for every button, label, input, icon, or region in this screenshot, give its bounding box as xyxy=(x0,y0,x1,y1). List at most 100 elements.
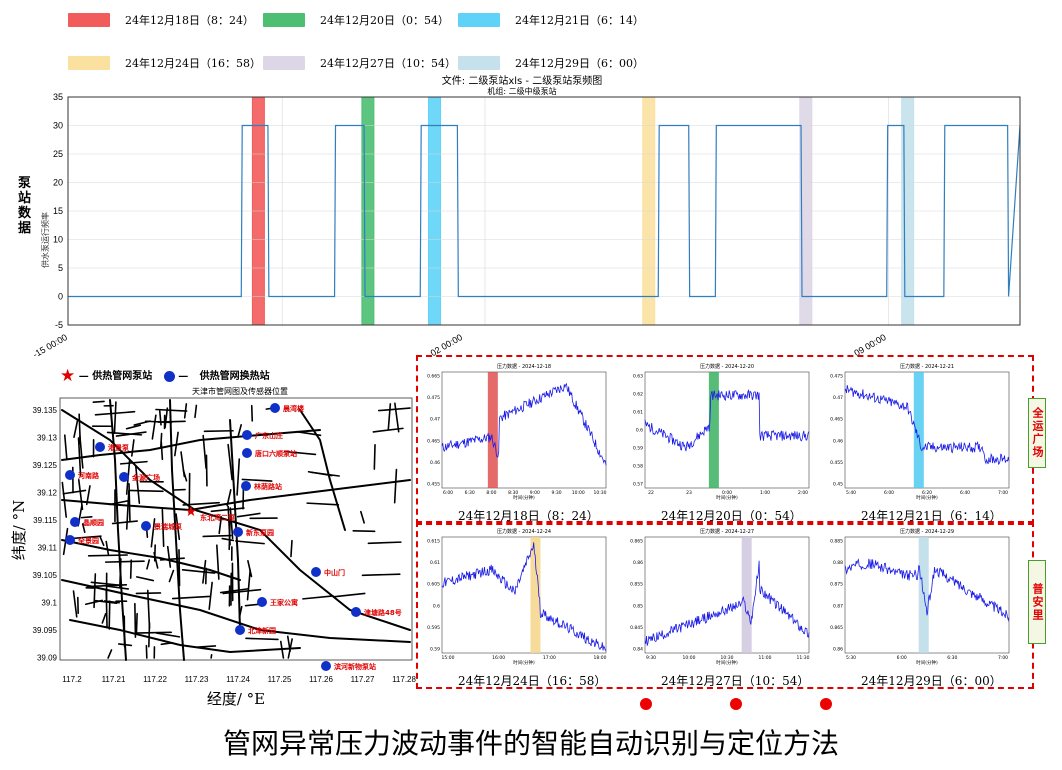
pressure-line xyxy=(844,558,1010,622)
thumbnail-caption: 24年12月24日（16：58） xyxy=(458,674,607,688)
pagination-dot xyxy=(640,698,652,710)
thumb-x-tick: 6:30 xyxy=(947,655,957,661)
pipe-segment xyxy=(182,501,220,506)
pipe-segment xyxy=(108,499,130,506)
legend-label: 24年12月20日（0：54） xyxy=(320,14,449,27)
pipe-segment xyxy=(164,407,169,429)
y-tick-label: 10 xyxy=(53,235,63,245)
station-marker xyxy=(141,521,151,531)
pressure-line xyxy=(441,542,607,651)
pipe-segment xyxy=(111,520,138,525)
thumb-y-tick: 0.86 xyxy=(633,560,643,566)
pump-label: 东北湾二泵 xyxy=(200,513,235,522)
thumb-x-tick: 17:00 xyxy=(543,655,556,661)
thumbnail-title: 压力数据 - 2024-12-20 xyxy=(700,363,754,370)
station-marker xyxy=(242,448,252,458)
thumbnail-caption: 24年12月27日（10：54） xyxy=(661,674,810,688)
legend-label: 24年12月29日（6：00） xyxy=(515,57,644,70)
pipe-segment xyxy=(128,483,131,523)
thumb-x-tick: 6:00 xyxy=(443,490,453,496)
main-y-label: 泵站数据 xyxy=(18,176,32,236)
thumb-y-tick: 0.62 xyxy=(633,392,643,398)
pipe-segment xyxy=(247,559,253,578)
legend-swatch xyxy=(458,56,500,70)
thumb-x-tick: 9:30 xyxy=(552,490,562,496)
map-y-label: 纬度/ °N xyxy=(10,500,28,560)
y-tick-label: 5 xyxy=(58,263,63,273)
thumb-x-tick: 22 xyxy=(648,490,654,496)
thumb-y-tick: 0.47 xyxy=(430,417,440,423)
pipe-segment xyxy=(181,569,216,574)
dot-icon xyxy=(163,370,175,382)
pipe-segment xyxy=(295,430,322,437)
thumb-x-tick: 23 xyxy=(686,490,692,496)
thumb-x-tick: 7:00 xyxy=(998,655,1008,661)
station-marker xyxy=(311,567,321,577)
pressure-line xyxy=(644,560,810,646)
station-marker xyxy=(257,597,267,607)
pressure-thumbnail: 压力数据 - 2024-12-29 0.885 0.88 0.875 0.87 0.865… xyxy=(830,528,1010,666)
station-marker xyxy=(65,535,75,545)
pipe-line xyxy=(61,579,411,643)
pipe-segment xyxy=(166,545,172,568)
thumb-y-tick: 0.475 xyxy=(427,395,440,401)
thumb-x-label: 时间(分钟) xyxy=(716,659,738,666)
legend-label: 24年12月27日（10：54） xyxy=(320,57,456,70)
pipe-segment xyxy=(125,424,142,430)
map-y-ticks: 39.135 39.13 39.125 39.12 39.115 39.11 39.105 3… xyxy=(33,406,58,663)
pipe-segment xyxy=(77,479,84,511)
station-label: 津塘路48号 xyxy=(364,608,402,617)
map-x-tick: 117.21 xyxy=(102,675,126,684)
thumbnail-title: 压力数据 - 2024-12-27 xyxy=(700,528,754,535)
pipe-segment xyxy=(246,569,251,601)
thumb-x-tick: 6:20 xyxy=(922,490,932,496)
pipe-segment xyxy=(150,518,156,548)
thumb-x-label: 时间(分钟) xyxy=(513,659,535,666)
event-band xyxy=(913,372,924,488)
pipe-segment xyxy=(99,535,105,547)
pagination-dot xyxy=(730,698,742,710)
map-x-tick: 117.2 xyxy=(62,675,82,684)
station-label: 林荫路站 xyxy=(254,482,282,491)
map-x-tick: 117.23 xyxy=(185,675,209,684)
thumb-x-tick: 18:00 xyxy=(594,655,607,661)
pipe-segment xyxy=(283,450,317,456)
pipe-segment xyxy=(219,588,249,594)
main-chart-title: 文件: 二级泵站xls - 二级泵站泵频图 xyxy=(442,74,602,87)
pipe-segment xyxy=(108,600,111,630)
pipe-segment xyxy=(279,640,285,659)
station-label: 晨湾楼 xyxy=(283,404,304,413)
pipe-segment xyxy=(227,443,233,481)
thumb-x-tick: 5:40 xyxy=(846,490,856,496)
pipe-segment xyxy=(160,440,164,461)
thumbnail-title: 压力数据 - 2024-12-24 xyxy=(497,528,551,535)
thumbnail-caption: 24年12月18日（8：24） xyxy=(458,509,599,523)
pipe-segment xyxy=(135,576,155,582)
station-marker xyxy=(351,607,361,617)
thumb-x-tick: 11:30 xyxy=(797,655,810,661)
pipe-segment xyxy=(373,443,376,470)
thumb-x-tick: 6:30 xyxy=(465,490,475,496)
event-band xyxy=(918,537,929,653)
main-grid xyxy=(68,97,1020,325)
thumb-y-tick: 0.6 xyxy=(636,428,643,434)
thumb-y-tick: 0.58 xyxy=(633,464,643,470)
pipe-segment xyxy=(372,427,404,433)
thumb-y-tick: 0.85 xyxy=(633,603,643,609)
pipe-segment xyxy=(128,489,164,493)
thumb-y-tick: 0.605 xyxy=(427,582,440,588)
pipe-segment xyxy=(94,599,118,605)
thumbnail-frame xyxy=(644,371,810,489)
map-y-tick: 39.115 xyxy=(33,516,57,525)
pipe-segment xyxy=(61,481,68,518)
station-label: 景瑞城泵 xyxy=(153,522,182,531)
thumb-x-tick: 0:00 xyxy=(722,490,732,496)
pipe-segment xyxy=(85,485,91,506)
pipe-segment xyxy=(307,470,333,477)
pipe-segment xyxy=(113,401,117,435)
pipe-segment xyxy=(202,534,232,538)
figure-title: 管网异常压力波动事件的智能自动识别与定位方法 xyxy=(222,727,839,760)
pipe-segment xyxy=(134,602,137,638)
pipe-segment xyxy=(155,632,181,638)
thumb-y-tick: 0.665 xyxy=(427,374,440,380)
